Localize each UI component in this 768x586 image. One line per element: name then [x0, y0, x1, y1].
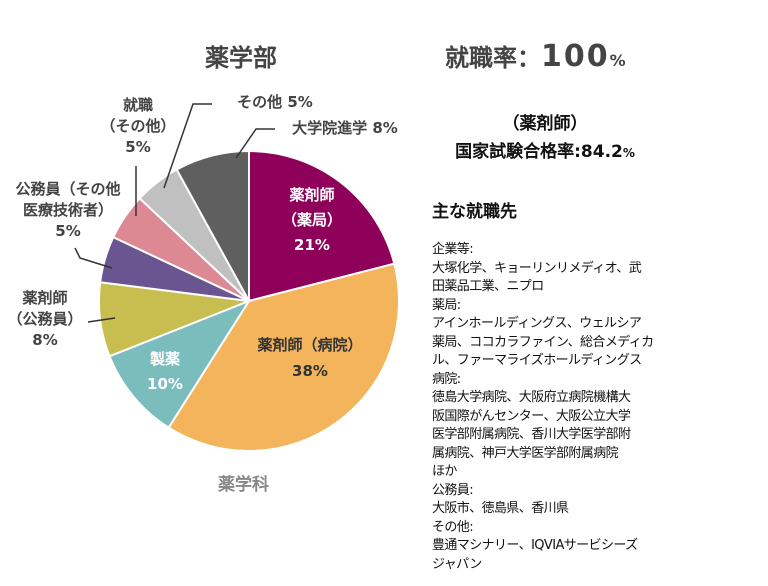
exam-pass-rate: （薬剤師） 国家試験合格率:84.2% — [430, 110, 660, 167]
chart-xlabel: 薬学科 — [218, 475, 269, 495]
slice-label: 就職 — [123, 96, 153, 114]
slice-label: 5% — [125, 138, 150, 156]
exam-value: 84.2 — [580, 142, 623, 162]
slice-label: 医療技術者） — [23, 201, 113, 219]
slice-label: 10% — [147, 375, 183, 393]
employer-line: ジャパン — [432, 556, 482, 572]
exam-unit: % — [622, 146, 635, 160]
employer-line: 薬局、ココカラファイン、総合メディカ — [432, 334, 654, 350]
exam-qualifier: （薬剤師） — [502, 114, 588, 134]
slice-label: 製薬 — [149, 350, 180, 368]
employer-line: 医学部附属病院、香川大学医学部附 — [432, 427, 631, 442]
employer-line: 徳島大学病院、大阪府立病院機構大 — [432, 390, 631, 405]
employment-rate: 就職率：100% — [445, 38, 626, 74]
employers-title: 主な就職先 — [432, 202, 517, 222]
employer-line: 阪国際がんセンター、大阪公立大学 — [432, 408, 631, 424]
pie-slice — [175, 149, 250, 302]
slice-label: 5% — [55, 222, 80, 240]
employer-line: アインホールディングス、ウェルシア — [432, 316, 642, 331]
slice-label: （薬局） — [282, 211, 342, 229]
slice-label: その他 5% — [237, 93, 313, 111]
employment-rate-value: 100 — [541, 39, 610, 74]
leader-line — [163, 103, 212, 189]
employer-line: 企業等: — [432, 242, 474, 257]
pie-slice — [248, 149, 396, 303]
slice-label: 38% — [292, 362, 328, 380]
employers-list: 企業等: 大塚化学、キョーリンリメディオ、武 田薬品工業、ニプロ 薬局: アインホールデ… — [432, 241, 672, 574]
employer-line: 大塚化学、キョーリンリメディオ、武 — [432, 260, 642, 276]
employer-line: 豊通マシナリー、IQVIAサービシーズ — [432, 538, 638, 553]
employer-line: 薬局: — [432, 297, 461, 313]
employer-line: 田薬品工業、ニプロ — [432, 279, 544, 294]
pie-slice — [167, 262, 400, 452]
employer-line: ル、ファーマライズホールディングス — [432, 353, 642, 368]
employer-line: その他: — [432, 519, 474, 535]
slice-label: 大学院進学 8% — [292, 119, 398, 137]
slice-label: 公務員（その他 — [15, 180, 120, 198]
slice-label: 薬剤師 — [288, 186, 334, 204]
employer-line: 公務員: — [432, 482, 474, 498]
leader-line — [74, 247, 113, 269]
chart-title: 薬学部 — [205, 44, 277, 72]
slice-label: （その他） — [100, 117, 175, 135]
leader-line — [87, 317, 116, 323]
employment-rate-unit: % — [609, 51, 626, 70]
employment-rate-label: 就職率： — [445, 44, 541, 72]
slice-label: 薬剤師 — [21, 289, 67, 307]
employer-line: 病院: — [432, 371, 461, 387]
slice-label: （公務員） — [7, 310, 82, 328]
pie-slice — [108, 298, 252, 430]
slice-label: 21% — [294, 236, 330, 254]
leader-line — [235, 128, 275, 159]
slice-label: 8% — [32, 331, 57, 349]
employer-line: 属病院、神戸大学医学部附属病院 — [432, 445, 619, 461]
employer-line: 大阪市、徳島県、香川県 — [432, 501, 569, 516]
employer-line: ほか — [432, 464, 457, 479]
exam-label: 国家試験合格率: — [455, 142, 581, 162]
slice-label: 薬剤師（病院） — [256, 336, 362, 354]
